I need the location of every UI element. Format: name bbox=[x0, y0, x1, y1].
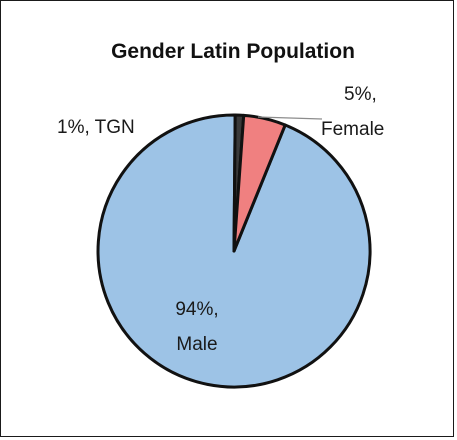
male-data-label-line2: Male bbox=[176, 334, 217, 355]
female-leader-line bbox=[257, 116, 323, 120]
tgn-data-label: 1%, TGN bbox=[57, 117, 135, 138]
male-data-label-line1: 94%, bbox=[175, 299, 218, 320]
pie-slices bbox=[96, 113, 372, 389]
pie-slice-female bbox=[232, 113, 287, 253]
chart-title: Gender Latin Population bbox=[111, 40, 355, 63]
female-data-label-line1: 5%, bbox=[344, 84, 377, 105]
female-data-label-line2: Female bbox=[321, 119, 384, 140]
